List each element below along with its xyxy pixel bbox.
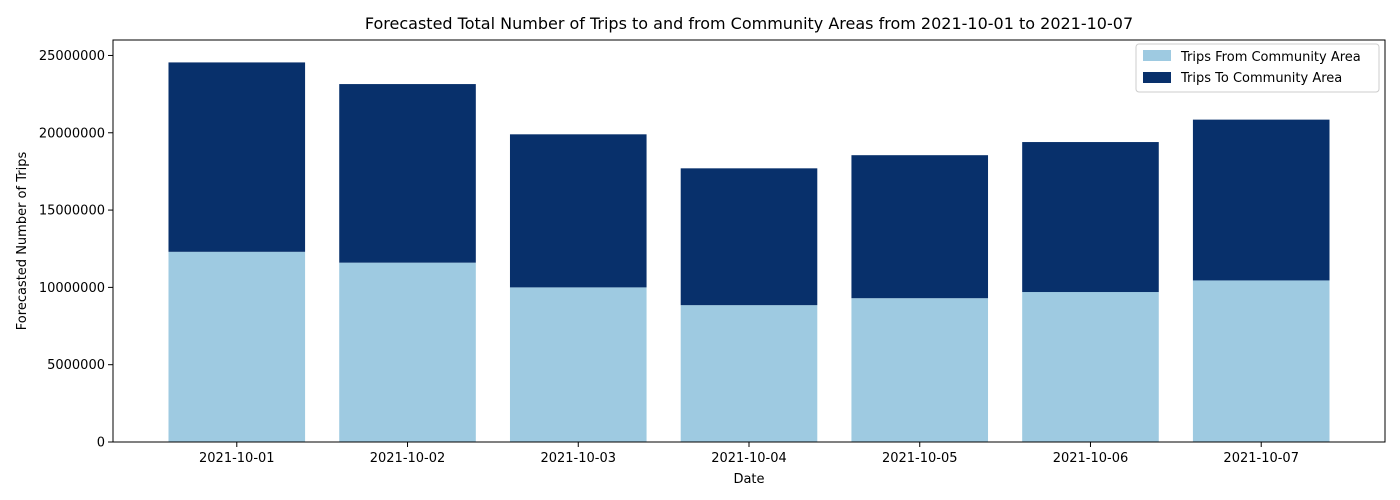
legend-swatch-to: [1143, 72, 1171, 83]
bar-from-2021-10-04: [680, 305, 818, 442]
x-tick-label: 2021-10-07: [1223, 451, 1299, 466]
bar-from-2021-10-03: [509, 287, 647, 442]
bar-to-2021-10-01: [168, 62, 306, 252]
y-tick-label: 5000000: [47, 358, 105, 373]
x-axis-label: Date: [733, 472, 764, 487]
y-tick-label: 15000000: [39, 204, 105, 219]
y-tick-label: 20000000: [39, 126, 105, 141]
chart-title: Forecasted Total Number of Trips to and …: [365, 14, 1133, 33]
x-axis-ticks: 2021-10-01 2021-10-02 2021-10-03 2021-10-04…: [199, 442, 1299, 466]
bar-from-2021-10-07: [1192, 280, 1330, 442]
y-tick-label: 10000000: [39, 281, 105, 296]
bar-from-2021-10-01: [168, 251, 306, 442]
bars-group: [168, 62, 1330, 442]
bar-from-2021-10-05: [851, 298, 989, 442]
bar-to-2021-10-03: [509, 134, 647, 288]
legend-swatch-from: [1143, 50, 1171, 61]
bar-to-2021-10-07: [1192, 119, 1330, 281]
y-axis-ticks: 0 5000000 10000000 15000000 20000000 25000000: [39, 49, 113, 451]
y-tick-label: 25000000: [39, 49, 105, 64]
x-tick-label: 2021-10-05: [882, 451, 958, 466]
bar-to-2021-10-05: [851, 155, 989, 299]
plot-frame: [112, 39, 1386, 443]
legend-label-from: Trips From Community Area: [1180, 50, 1361, 65]
x-tick-label: 2021-10-01: [199, 451, 275, 466]
x-tick-label: 2021-10-06: [1053, 451, 1129, 466]
x-tick-label: 2021-10-04: [711, 451, 787, 466]
bar-to-2021-10-02: [339, 84, 476, 263]
legend-label-to: Trips To Community Area: [1180, 71, 1342, 86]
bar-from-2021-10-06: [1022, 292, 1159, 442]
legend: Trips From Community Area Trips To Commu…: [1135, 43, 1380, 93]
x-tick-label: 2021-10-02: [370, 451, 446, 466]
bar-to-2021-10-04: [680, 168, 818, 306]
y-tick-label: 0: [97, 436, 105, 451]
bar-from-2021-10-02: [339, 262, 476, 442]
x-tick-label: 2021-10-03: [540, 451, 616, 466]
bar-to-2021-10-06: [1022, 142, 1159, 293]
y-axis-label: Forecasted Number of Trips: [15, 152, 30, 331]
legend-frame: [1135, 43, 1380, 93]
